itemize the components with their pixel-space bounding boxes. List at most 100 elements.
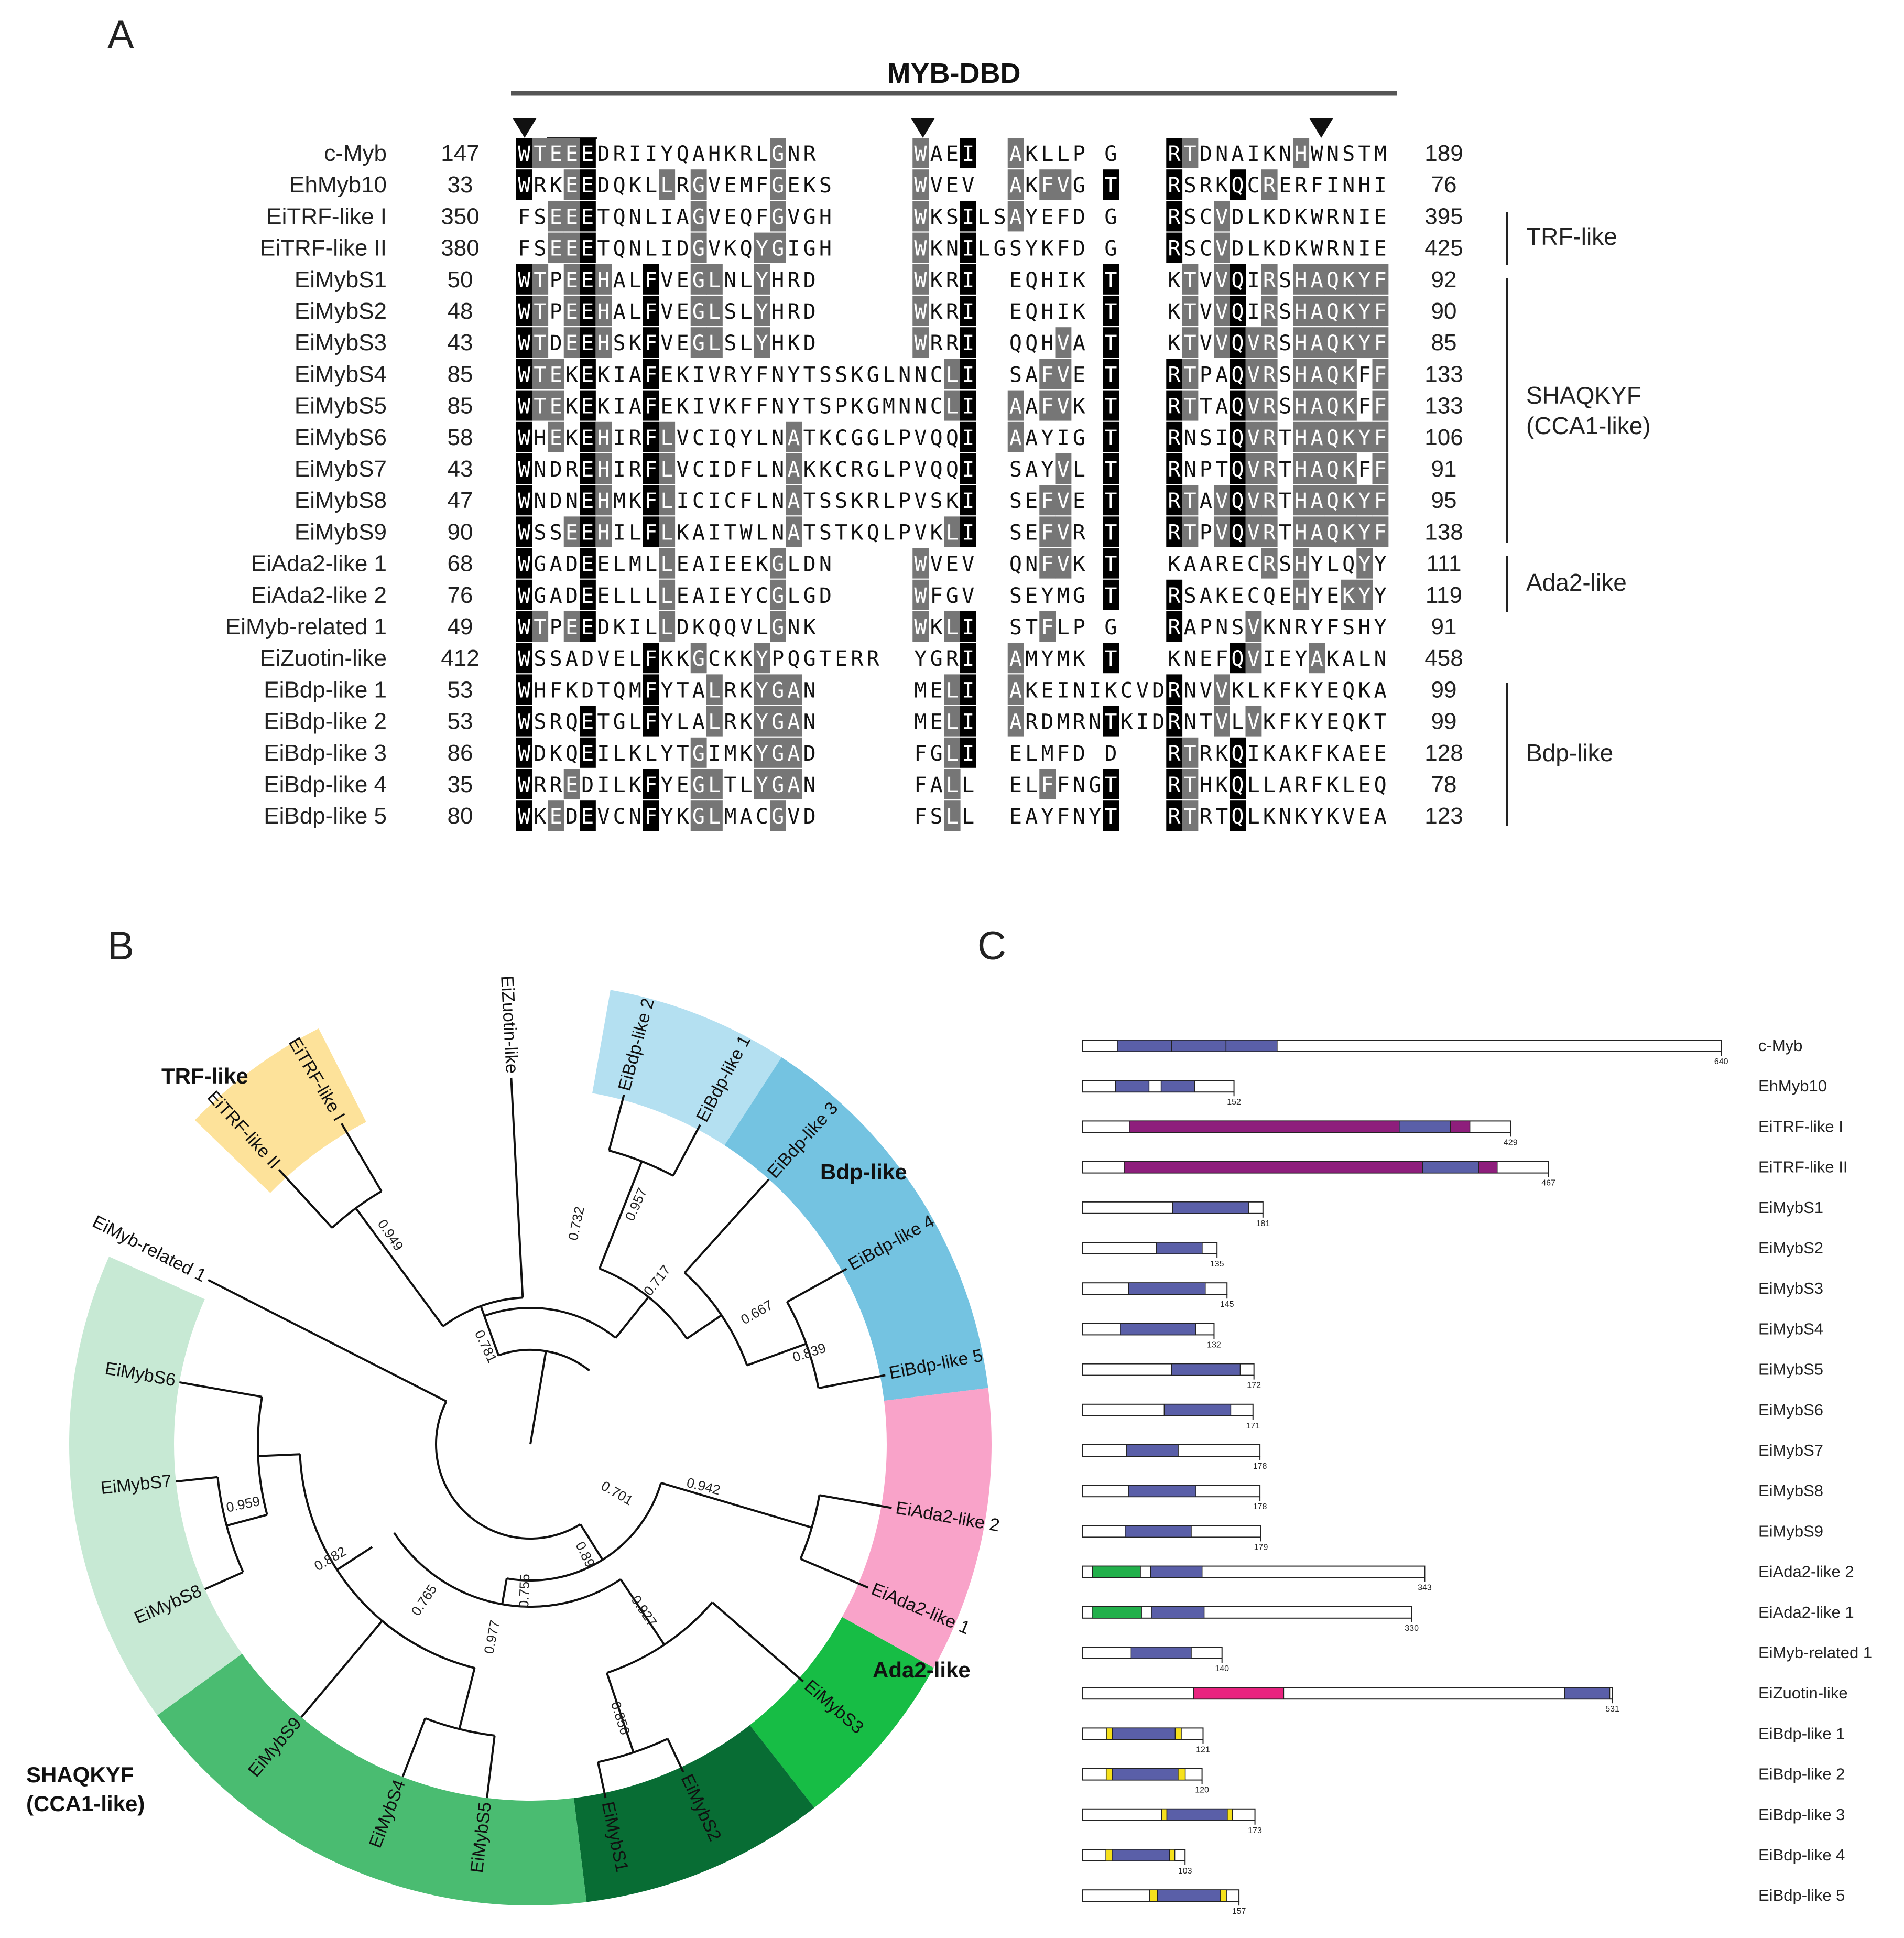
residue: N (771, 395, 784, 419)
residue: E (565, 174, 578, 198)
residue-shade (1261, 359, 1278, 389)
residue-shade (1103, 264, 1119, 295)
residue: W (518, 647, 531, 671)
protein-name: EiMybS7 (1758, 1441, 1823, 1459)
residue: F (1358, 395, 1370, 419)
residue: K (613, 615, 626, 640)
residue: N (787, 142, 800, 166)
residue: A (1025, 395, 1038, 419)
residue: K (740, 647, 753, 671)
residue: W (518, 142, 531, 166)
residue: I (962, 521, 974, 545)
residue: L (1263, 773, 1276, 797)
residue: R (1200, 174, 1213, 198)
residue-shade (580, 579, 596, 610)
residue: L (883, 489, 895, 513)
residue-shade (1261, 169, 1278, 200)
residue: V (660, 300, 673, 324)
residue: F (1374, 489, 1387, 513)
residue: I (1263, 647, 1276, 671)
residue: Q (565, 710, 578, 734)
residue: N (898, 363, 911, 387)
residue: R (1168, 458, 1181, 482)
residue: K (1342, 300, 1355, 324)
residue: F (740, 458, 753, 482)
branch-radial (340, 1123, 383, 1192)
residue-shade (960, 674, 976, 705)
residue: K (677, 363, 689, 387)
residue: E (581, 553, 594, 577)
residue: V (1247, 363, 1260, 387)
support-value: 0.755 (516, 1574, 532, 1608)
residue: F (1374, 395, 1387, 419)
residue: I (1374, 174, 1387, 198)
residue: E (677, 553, 689, 577)
branch-radial (711, 1601, 804, 1683)
residue-shade (1341, 453, 1357, 484)
residue: S (819, 521, 832, 545)
residue: D (565, 584, 578, 608)
residue: L (660, 458, 673, 482)
branch-radial (686, 1314, 722, 1340)
residue-shade (516, 548, 532, 579)
residue: T (1104, 174, 1117, 198)
sequence-end: 106 (1424, 425, 1463, 450)
residue-shade (563, 327, 580, 358)
residue-shade (532, 327, 549, 358)
residue: L (977, 237, 990, 261)
residue: A (692, 678, 705, 702)
residue-shade (1324, 264, 1341, 295)
residue: I (962, 363, 974, 387)
residue: K (1263, 678, 1276, 702)
residue: F (914, 742, 927, 766)
residue: Q (1326, 331, 1339, 355)
residue-shade (595, 327, 612, 358)
residue-shade (944, 800, 961, 831)
residue-shade (912, 579, 929, 610)
residue: R (803, 142, 817, 166)
residue-shade (1293, 390, 1310, 421)
residue: I (962, 647, 974, 671)
residue: R (1168, 363, 1181, 387)
residue: W (1311, 237, 1324, 261)
residue: D (1073, 205, 1085, 229)
residue-shade (1324, 327, 1341, 358)
residue-shade (690, 201, 707, 232)
residue: K (819, 458, 832, 482)
protein-name: EiMybS1 (1758, 1198, 1823, 1217)
residue: N (629, 805, 641, 829)
residue: V (914, 426, 927, 450)
residue: W (518, 553, 531, 577)
residue-shade (1007, 390, 1024, 421)
residue: R (851, 647, 864, 671)
residue: M (1041, 742, 1053, 766)
residue: L (946, 805, 959, 829)
residue: E (1025, 521, 1038, 545)
residue: W (518, 395, 531, 419)
residue: L (645, 237, 657, 261)
residue: F (1057, 773, 1070, 797)
protein-length: 467 (1541, 1179, 1555, 1188)
protein-length: 103 (1178, 1867, 1192, 1876)
residue-shade (1182, 264, 1199, 295)
residue: H (1294, 268, 1307, 293)
residue: F (1374, 458, 1387, 482)
residue: E (581, 174, 594, 198)
residue: A (692, 553, 705, 577)
residue: T (1200, 710, 1212, 734)
residue: V (914, 458, 927, 482)
residue: I (645, 142, 657, 166)
residue: Q (740, 205, 753, 229)
residue: E (677, 268, 689, 293)
residue: F (645, 678, 657, 702)
residue: K (1263, 205, 1276, 229)
residue: Y (1358, 584, 1370, 608)
residue: A (1311, 300, 1323, 324)
residue-shade (1214, 201, 1230, 232)
residue-shade (1166, 390, 1183, 421)
residue-shade (1245, 390, 1262, 421)
residue: A (1073, 331, 1085, 355)
residue: N (629, 237, 641, 261)
sequence-end: 458 (1424, 645, 1463, 671)
residue-shade (1293, 421, 1310, 452)
